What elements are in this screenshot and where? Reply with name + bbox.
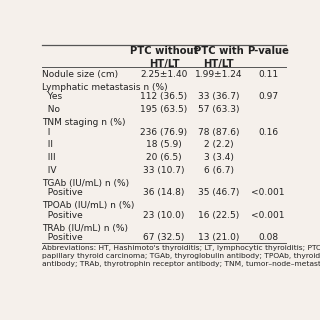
Text: No: No [43, 105, 60, 114]
Text: 20 (6.5): 20 (6.5) [146, 153, 182, 162]
Text: 2.25±1.40: 2.25±1.40 [140, 70, 188, 79]
Text: I: I [43, 128, 51, 137]
Text: P-value: P-value [247, 46, 289, 56]
Text: PTC with
HT/LT: PTC with HT/LT [194, 46, 244, 69]
Text: Abbreviations: HT, Hashimoto's thyroiditis; LT, lymphocytic thyroiditis; PTC,
pa: Abbreviations: HT, Hashimoto's thyroidit… [43, 245, 320, 267]
Text: 0.97: 0.97 [258, 92, 278, 101]
Text: 33 (36.7): 33 (36.7) [198, 92, 239, 101]
Text: III: III [43, 153, 56, 162]
Text: Lymphatic metastasis n (%): Lymphatic metastasis n (%) [43, 83, 168, 92]
Text: IV: IV [43, 166, 57, 175]
Text: 1.99±1.24: 1.99±1.24 [195, 70, 242, 79]
Text: TGAb (IU/mL) n (%): TGAb (IU/mL) n (%) [43, 179, 130, 188]
Text: <0.001: <0.001 [252, 188, 285, 197]
Text: 195 (63.5): 195 (63.5) [140, 105, 188, 114]
Text: TRAb (IU/mL) n (%): TRAb (IU/mL) n (%) [43, 224, 128, 233]
Text: 36 (14.8): 36 (14.8) [143, 188, 185, 197]
Text: <0.001: <0.001 [252, 211, 285, 220]
Text: II: II [43, 140, 53, 149]
Text: 35 (46.7): 35 (46.7) [198, 188, 239, 197]
Text: TPOAb (IU/mL) n (%): TPOAb (IU/mL) n (%) [43, 201, 135, 210]
Text: 13 (21.0): 13 (21.0) [198, 233, 239, 242]
Text: Nodule size (cm): Nodule size (cm) [43, 70, 119, 79]
Text: 0.11: 0.11 [258, 70, 278, 79]
Text: 112 (36.5): 112 (36.5) [140, 92, 188, 101]
Text: 78 (87.6): 78 (87.6) [198, 128, 239, 137]
Text: 6 (6.7): 6 (6.7) [204, 166, 234, 175]
Text: 33 (10.7): 33 (10.7) [143, 166, 185, 175]
Text: 18 (5.9): 18 (5.9) [146, 140, 182, 149]
Text: TNM staging n (%): TNM staging n (%) [43, 118, 126, 127]
Text: Positive: Positive [43, 211, 83, 220]
Text: Positive: Positive [43, 233, 83, 242]
Text: 3 (3.4): 3 (3.4) [204, 153, 234, 162]
Text: 0.08: 0.08 [258, 233, 278, 242]
Text: 67 (32.5): 67 (32.5) [143, 233, 185, 242]
Text: 57 (63.3): 57 (63.3) [198, 105, 239, 114]
Text: 16 (22.5): 16 (22.5) [198, 211, 239, 220]
Text: 0.16: 0.16 [258, 128, 278, 137]
Text: 236 (76.9): 236 (76.9) [140, 128, 188, 137]
Text: Positive: Positive [43, 188, 83, 197]
Text: 23 (10.0): 23 (10.0) [143, 211, 185, 220]
Text: Yes: Yes [43, 92, 63, 101]
Text: 2 (2.2): 2 (2.2) [204, 140, 233, 149]
Text: PTC without
HT/LT: PTC without HT/LT [130, 46, 198, 69]
